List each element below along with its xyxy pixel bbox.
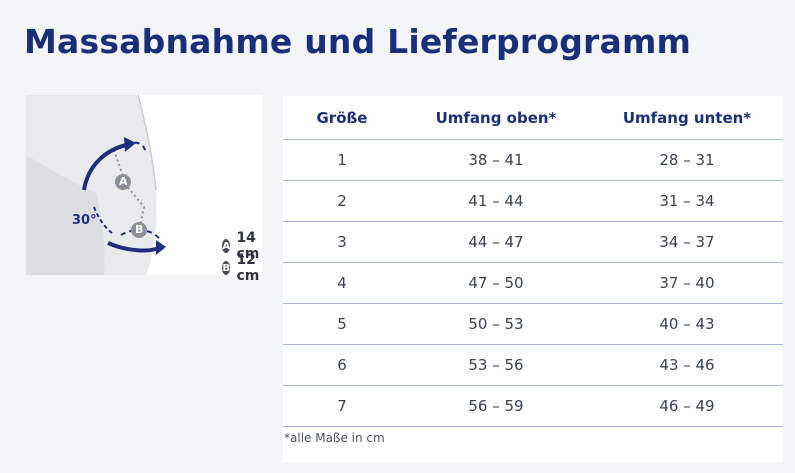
cell-upper: 56 – 59 <box>401 385 591 427</box>
angle-label: 30° <box>72 213 97 228</box>
cell-upper: 44 – 47 <box>401 221 591 263</box>
marker-a-circle <box>115 174 131 190</box>
cell-size: 7 <box>283 385 401 427</box>
legend-value-a: 14 cm <box>236 230 260 262</box>
cell-upper: 38 – 41 <box>401 139 591 181</box>
cell-lower: 37 – 40 <box>591 262 783 304</box>
page-title: Massabnahme und Lieferprogramm <box>24 22 692 61</box>
measurement-legend: A 14 cm B 12 cm <box>222 230 265 284</box>
cell-size: 2 <box>283 180 401 222</box>
cell-lower: 31 – 34 <box>591 180 783 222</box>
cell-lower: 28 – 31 <box>591 139 783 181</box>
cell-size: 4 <box>283 262 401 304</box>
header-lower-circumference: Umfang unten* <box>591 96 783 140</box>
legend-marker-b: B <box>222 261 231 275</box>
cell-upper: 53 – 56 <box>401 344 591 386</box>
table-footnote: *alle Maße in cm <box>284 431 385 445</box>
size-table: Größe Umfang oben* Umfang unten* 1 38 – … <box>283 96 783 427</box>
cell-lower: 34 – 37 <box>591 221 783 263</box>
cell-size: 1 <box>283 139 401 181</box>
marker-b-label: B <box>135 223 144 236</box>
size-table-container: Größe Umfang oben* Umfang unten* 1 38 – … <box>283 96 783 462</box>
cell-size: 6 <box>283 344 401 386</box>
table-row: 6 53 – 56 43 – 46 <box>283 344 783 386</box>
marker-a-label: A <box>119 175 128 188</box>
legend-value-b: 12 cm <box>236 252 260 284</box>
marker-b-circle <box>131 222 147 238</box>
cell-size: 3 <box>283 221 401 263</box>
legend-row-b: B 12 cm <box>222 252 265 284</box>
cell-lower: 43 – 46 <box>591 344 783 386</box>
knee-illustration <box>26 95 166 275</box>
legend-row-a: A 14 cm <box>222 230 265 262</box>
header-size: Größe <box>283 96 401 140</box>
cell-lower: 46 – 49 <box>591 385 783 427</box>
table-row: 4 47 – 50 37 – 40 <box>283 262 783 304</box>
table-header-row: Größe Umfang oben* Umfang unten* <box>283 96 783 140</box>
header-upper-circumference: Umfang oben* <box>401 96 591 140</box>
cell-lower: 40 – 43 <box>591 303 783 345</box>
table-row: 7 56 – 59 46 – 49 <box>283 385 783 427</box>
cell-size: 5 <box>283 303 401 345</box>
cell-upper: 41 – 44 <box>401 180 591 222</box>
legend-marker-a: A <box>222 239 231 253</box>
knee-measurement-figure: A B 30° A 14 cm B 12 cm <box>26 95 262 284</box>
cell-upper: 50 – 53 <box>401 303 591 345</box>
table-row: 3 44 – 47 34 – 37 <box>283 221 783 263</box>
cell-upper: 47 – 50 <box>401 262 591 304</box>
table-row: 1 38 – 41 28 – 31 <box>283 139 783 181</box>
table-row: 5 50 – 53 40 – 43 <box>283 303 783 345</box>
table-row: 2 41 – 44 31 – 34 <box>283 180 783 222</box>
